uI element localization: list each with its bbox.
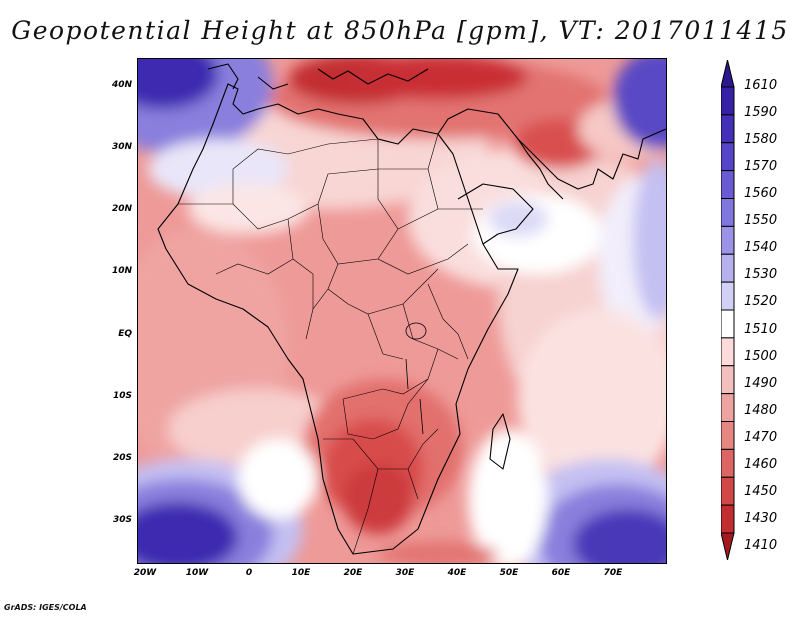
colorbar-box: [721, 225, 735, 255]
lakes: [405, 322, 427, 435]
colorbar-label: 1470: [744, 429, 778, 445]
country-borders: [178, 133, 483, 555]
colorbar-box: [721, 393, 735, 422]
colorbar-label: 1580: [744, 132, 778, 148]
colorbar-box: [721, 309, 735, 339]
colorbar-box: [721, 504, 735, 534]
lat-label-30s: 30S: [112, 515, 132, 525]
lon-label-10e: 10E: [291, 568, 311, 578]
lon-label-20e: 20E: [343, 568, 363, 578]
lat-label-30n: 30N: [111, 142, 132, 152]
colorbar-label: 1460: [744, 456, 778, 472]
lon-label-70e: 70E: [603, 568, 623, 578]
colorbar-label: 1560: [744, 186, 778, 202]
map-title: Geopotential Height at 850hPa [gpm], VT:…: [11, 16, 789, 45]
lat-label-20n: 20N: [111, 204, 132, 214]
colorbar-label: 1410: [744, 538, 778, 553]
colorbar-label: 1500: [744, 348, 778, 364]
colorbar-label: 1520: [744, 294, 778, 310]
colorbar-box: [721, 114, 735, 144]
geopotential-field: [138, 59, 666, 563]
grads-credit: GrADS: IGES/COLA: [4, 603, 87, 612]
lat-label-eq: EQ: [118, 329, 132, 339]
lon-label-60e: 60E: [551, 568, 571, 578]
colorbar-label: 1480: [744, 402, 778, 418]
colorbar-box: [721, 86, 735, 116]
colorbar-arrow-bottom: [721, 532, 735, 560]
lon-label-40e: 40E: [447, 568, 467, 578]
colorbar-box: [721, 365, 735, 395]
colorbar-label: 1590: [744, 105, 778, 121]
colorbar-arrow-top: [721, 60, 735, 88]
colorbar-label: 1530: [744, 267, 778, 283]
colorbar-label: 1610: [744, 78, 778, 93]
coastlines: [157, 63, 666, 555]
colorbar-box: [721, 421, 735, 450]
colorbar-label: 1430: [744, 510, 778, 526]
colorbar-label: 1570: [744, 159, 778, 175]
colorbar: [721, 60, 735, 560]
lat-label-10s: 10S: [112, 391, 132, 401]
colorbar-box: [721, 337, 735, 367]
colorbar-label: 1540: [744, 240, 778, 256]
lon-label-50e: 50E: [499, 568, 519, 578]
colorbar-label: 1510: [744, 321, 778, 337]
colorbar-box: [721, 476, 735, 506]
colorbar-label: 1450: [744, 483, 778, 499]
colorbar-box: [721, 170, 735, 199]
lon-label-0: 0: [245, 568, 253, 578]
colorbar-box: [721, 448, 735, 478]
colorbar-label: 1490: [744, 375, 778, 391]
lat-label-10n: 10N: [111, 266, 132, 276]
colorbar-box: [721, 281, 735, 311]
colorbar-box: [721, 253, 735, 283]
colorbar-box: [721, 142, 735, 172]
lat-label-40n: 40N: [111, 80, 132, 90]
lon-label-10w: 10W: [185, 568, 209, 578]
lat-label-20s: 20S: [112, 453, 132, 463]
colorbar-label: 1550: [744, 213, 778, 229]
map-panel: [137, 58, 667, 564]
lon-label-30e: 30E: [395, 568, 415, 578]
colorbar-box: [721, 198, 735, 227]
lon-label-20w: 20W: [133, 568, 157, 578]
